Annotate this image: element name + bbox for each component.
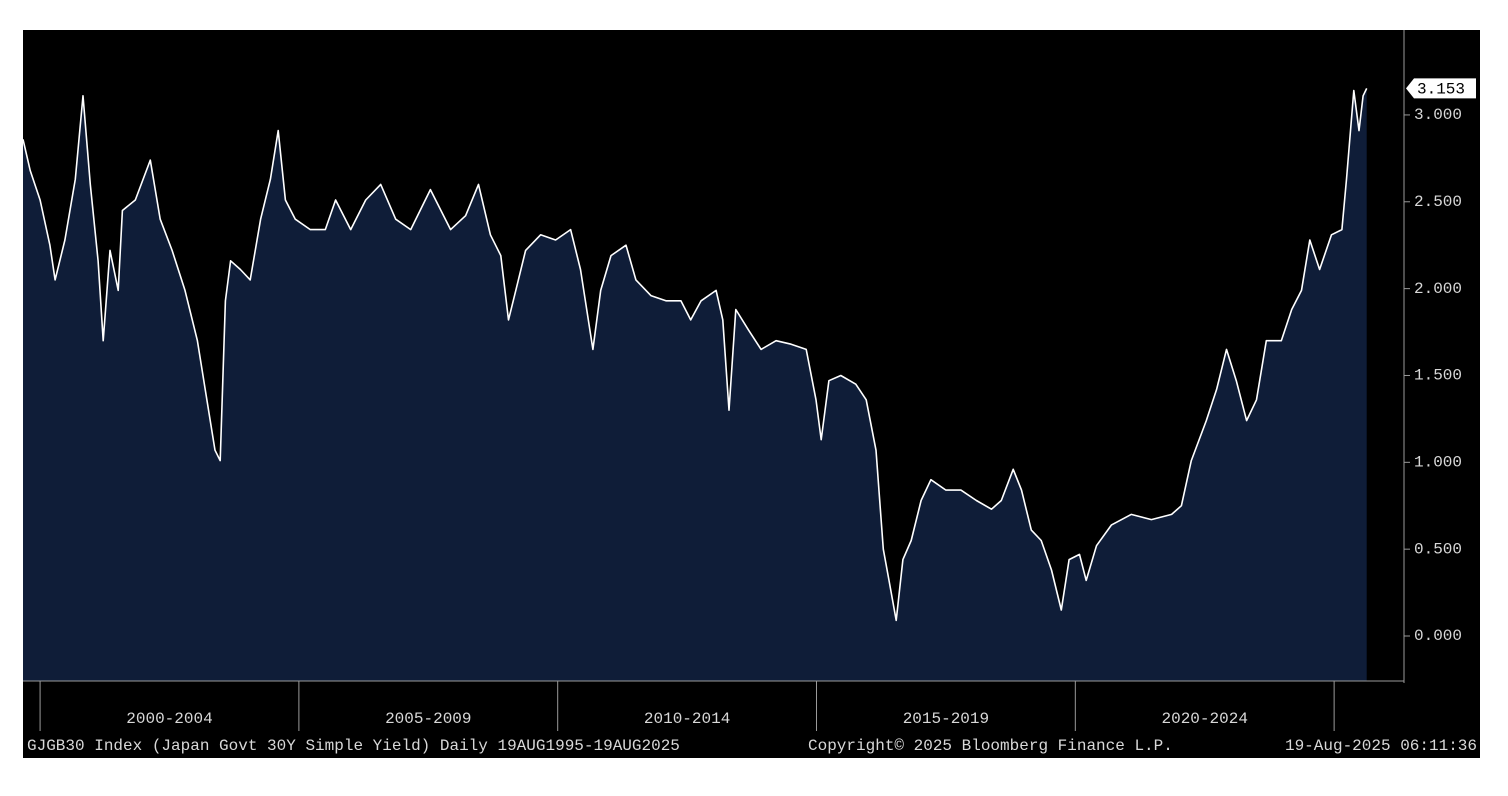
y-tick-label: 0.000 bbox=[1414, 627, 1462, 645]
last-value-tag bbox=[1406, 78, 1476, 99]
copyright: Copyright© 2025 Bloomberg Finance L.P. bbox=[808, 737, 1173, 755]
area-fill bbox=[23, 88, 1367, 681]
line bbox=[22, 88, 1368, 622]
y-tick-label: 2.500 bbox=[1414, 193, 1462, 211]
y-tick-label: 1.500 bbox=[1414, 367, 1462, 385]
y-tick-label: 2.000 bbox=[1414, 280, 1462, 298]
x-period-label: 2000-2004 bbox=[126, 710, 212, 728]
x-period-label: 2010-2014 bbox=[644, 710, 730, 728]
x-period-label: 2020-2024 bbox=[1162, 710, 1248, 728]
series-label: GJGB30 Index (Japan Govt 30Y Simple Yiel… bbox=[27, 737, 680, 755]
y-tick-label: 3.000 bbox=[1414, 106, 1462, 124]
last-value-label: 3.153 bbox=[1417, 81, 1465, 99]
y-tick-label: 0.500 bbox=[1414, 540, 1462, 558]
x-period-label: 2005-2009 bbox=[385, 710, 471, 728]
timestamp: 19-Aug-2025 06:11:36 bbox=[1285, 737, 1477, 755]
y-tick-label: 1.000 bbox=[1414, 454, 1462, 472]
x-period-label: 2015-2019 bbox=[903, 710, 989, 728]
